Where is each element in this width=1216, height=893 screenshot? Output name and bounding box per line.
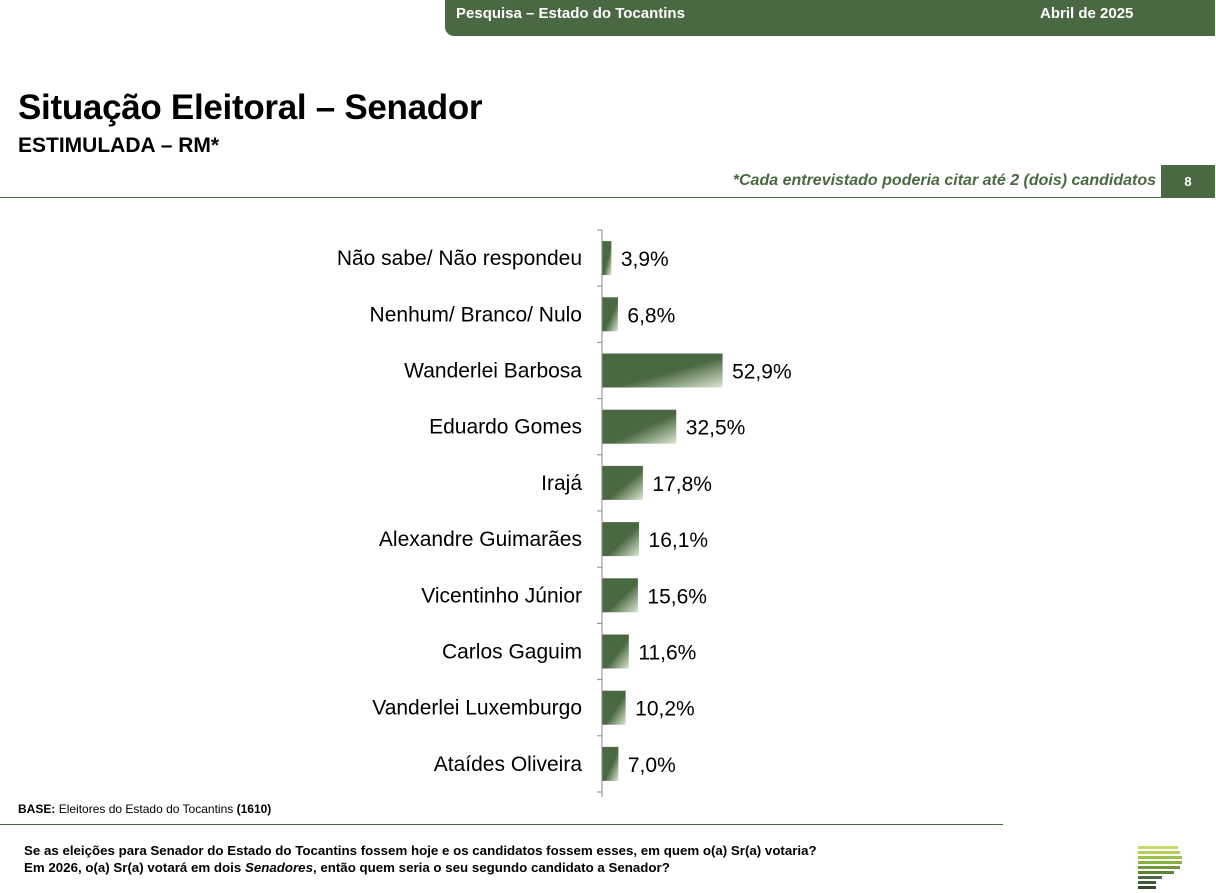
data-label: 15,6% xyxy=(647,585,707,608)
base-note: BASE: Eleitores do Estado do Tocantins (… xyxy=(18,802,271,816)
page-number: 8 xyxy=(1161,165,1215,198)
category-label: Nenhum/ Branco/ Nulo xyxy=(370,303,582,326)
bar xyxy=(602,522,640,557)
bar xyxy=(602,690,626,725)
bar xyxy=(602,578,638,613)
data-label: 17,8% xyxy=(652,473,712,496)
data-label: 52,9% xyxy=(732,361,792,384)
data-label: 7,0% xyxy=(628,754,676,777)
question-line-2-italic: Senadores xyxy=(244,860,313,875)
base-label: BASE: xyxy=(18,802,56,816)
bar xyxy=(602,409,677,444)
category-label: Vanderlei Luxemburgo xyxy=(372,697,582,720)
category-label: Carlos Gaguim xyxy=(442,641,582,664)
bar xyxy=(602,465,643,500)
category-label: Irajá xyxy=(541,472,582,495)
bar xyxy=(602,297,618,332)
category-label: Ataídes Oliveira xyxy=(434,753,583,776)
data-label: 11,6% xyxy=(638,642,696,665)
header-divider xyxy=(0,197,1161,198)
header-bar: Pesquisa – Estado do Tocantins Abril de … xyxy=(445,0,1215,36)
base-count: (1610) xyxy=(236,802,272,816)
category-label: Eduardo Gomes xyxy=(429,416,582,439)
question-line-1: Se as eleições para Senador do Estado do… xyxy=(24,843,817,858)
data-label: 10,2% xyxy=(635,698,695,721)
bar xyxy=(602,746,619,781)
category-label: Vicentinho Júnior xyxy=(421,584,582,607)
question-line-2-start: Em 2026, o(a) Sr(a) votará em dois xyxy=(24,860,245,875)
footnote-multiple-response: *Cada entrevistado poderia citar até 2 (… xyxy=(732,172,1156,189)
base-text: Eleitores do Estado do Tocantins xyxy=(58,802,234,816)
bar xyxy=(602,634,629,669)
date-label: Abril de 2025 xyxy=(1040,5,1134,22)
category-label: Alexandre Guimarães xyxy=(379,528,582,551)
data-label: 6,8% xyxy=(627,304,675,327)
data-label: 3,9% xyxy=(621,248,669,271)
bar xyxy=(602,353,723,388)
question-line-2: Em 2026, o(a) Sr(a) votará em dois Senad… xyxy=(24,859,817,876)
company-logo xyxy=(1138,846,1182,889)
page-title: Situação Eleitoral – Senador xyxy=(18,88,483,127)
data-label: 32,5% xyxy=(686,417,746,440)
category-label: Wanderlei Barbosa xyxy=(404,360,582,383)
data-label: 16,1% xyxy=(649,529,709,552)
bar-chart: Não sabe/ Não respondeu 3,9% Nenhum/ Branc… xyxy=(337,229,792,797)
survey-question: Se as eleições para Senador do Estado do… xyxy=(24,842,817,876)
category-label: Não sabe/ Não respondeu xyxy=(337,247,582,270)
page-subtitle: ESTIMULADA – RM* xyxy=(18,134,220,157)
survey-label: Pesquisa – Estado do Tocantins xyxy=(456,5,685,22)
footer-divider xyxy=(0,824,1003,825)
bar xyxy=(602,241,612,276)
question-line-2-end: , então quem seria o seu segundo candida… xyxy=(312,860,670,875)
